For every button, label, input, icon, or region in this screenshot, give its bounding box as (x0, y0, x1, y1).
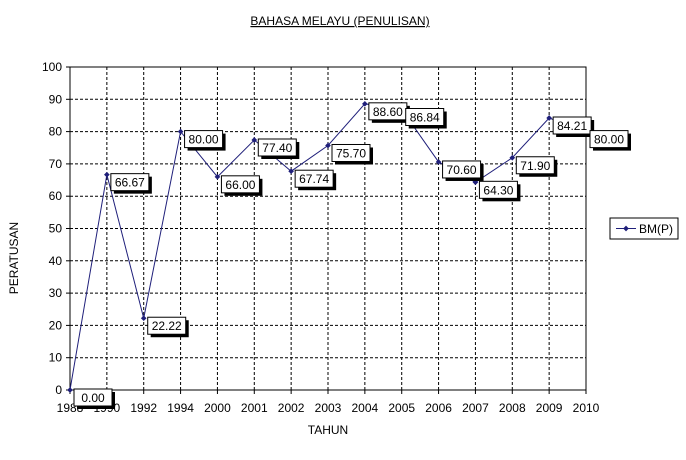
x-tick-label: 2007 (462, 401, 489, 415)
legend-marker (623, 225, 629, 232)
y-tick-label: 10 (49, 351, 63, 365)
data-label: 0.00 (81, 391, 105, 405)
legend-entry-label: BM(P) (639, 222, 673, 236)
data-label-box (552, 116, 592, 135)
x-tick-label: 2010 (573, 401, 600, 415)
x-tick-label: 2008 (499, 401, 526, 415)
x-tick-label: 2004 (352, 401, 379, 415)
y-tick-label: 40 (49, 254, 63, 268)
data-label: 22.22 (152, 319, 182, 333)
x-tick-label: 2001 (241, 401, 268, 415)
gridlines (70, 67, 586, 390)
data-label: 77.40 (262, 141, 292, 155)
data-label-box (405, 108, 445, 127)
data-point (251, 137, 258, 143)
data-point (509, 154, 516, 161)
data-label: 66.00 (225, 178, 255, 192)
y-axis-label: PERATUSAN (7, 222, 21, 294)
data-label: 88.60 (373, 105, 403, 119)
data-label-box (257, 138, 297, 157)
data-label: 84.21 (557, 119, 587, 133)
x-axis-label: TAHUN (308, 423, 348, 437)
y-tick-label: 80 (49, 125, 63, 139)
data-label-box (442, 160, 482, 179)
data-label-box (73, 388, 113, 407)
data-label-box (478, 180, 518, 199)
x-tick-labels: 1988199019921994200020012002200320042005… (57, 390, 600, 415)
data-label: 80.00 (594, 133, 624, 147)
chart-title: BAHASA MELAYU (PENULISAN) (250, 14, 429, 28)
y-tick-label: 90 (49, 92, 63, 106)
x-tick-label: 1992 (130, 401, 157, 415)
data-point (435, 159, 442, 165)
data-label: 64.30 (483, 183, 513, 197)
data-labels: 0.00 66.67 22.22 80.00 66.00 77.40 67.74 75.70 8… (73, 102, 631, 409)
data-point (214, 173, 221, 180)
data-point (362, 100, 368, 107)
y-tick-label: 70 (49, 157, 63, 171)
data-point (177, 128, 184, 135)
data-point (546, 115, 552, 121)
data-label: 67.74 (299, 172, 329, 186)
y-tick-label: 100 (42, 60, 62, 74)
legend: BM(P) (609, 217, 679, 240)
y-tick-label: 0 (55, 383, 62, 397)
data-label-box (515, 156, 555, 175)
data-point (67, 387, 73, 393)
data-point (325, 142, 331, 149)
data-label: 75.70 (336, 146, 366, 160)
data-label: 70.60 (447, 163, 477, 177)
x-tick-label: 2002 (278, 401, 305, 415)
y-tick-labels: 0 10 20 30 40 50 60 70 80 90 100 (42, 60, 70, 397)
x-tick-label: 2000 (204, 401, 231, 415)
data-point (104, 171, 110, 178)
legend-box (609, 217, 679, 240)
data-label-box (147, 316, 187, 335)
data-label-box (294, 169, 334, 188)
data-label-box (589, 130, 629, 149)
y-tick-label: 20 (49, 318, 63, 332)
x-tick-label: 2005 (388, 401, 415, 415)
data-label-box (331, 143, 371, 162)
y-tick-label: 60 (49, 189, 63, 203)
y-tick-label: 50 (49, 222, 63, 236)
data-label-box (220, 175, 260, 194)
data-point (288, 168, 294, 175)
y-tick-label: 30 (49, 286, 63, 300)
data-label: 66.67 (115, 176, 145, 190)
data-label: 80.00 (189, 133, 219, 147)
data-label: 86.84 (410, 111, 440, 125)
data-label-box (110, 173, 150, 192)
x-tick-label: 2006 (425, 401, 452, 415)
x-tick-label: 2009 (536, 401, 563, 415)
x-tick-label: 1994 (167, 401, 194, 415)
data-point (140, 315, 147, 322)
data-label: 71.90 (520, 159, 550, 173)
x-tick-label: 2003 (315, 401, 342, 415)
data-label-box (184, 130, 224, 149)
